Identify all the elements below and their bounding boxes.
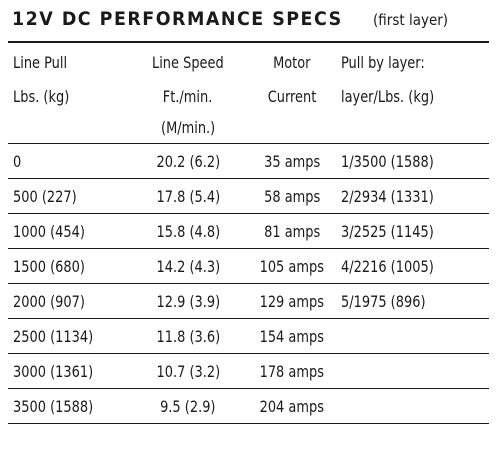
cell-line-speed: 17.8 (5.4)	[128, 178, 248, 214]
header-motor-1: Motor	[273, 52, 311, 72]
table-row: 1000 (454) 15.8 (4.8) 81 amps 3/2525 (11…	[8, 213, 489, 249]
spec-title-main: 12V DC PERFORMANCE SPECS	[12, 8, 343, 30]
header-motor-3	[248, 111, 336, 144]
cell-pull-by-layer	[336, 318, 489, 354]
header-line-speed-1: Line Speed	[152, 52, 224, 72]
header-motor-2: Current	[267, 86, 317, 106]
cell-pull-by-layer: 5/1975 (896)	[336, 283, 489, 319]
cell-motor-current: 204 amps	[248, 388, 336, 424]
spec-title-subtitle: (first layer)	[373, 11, 449, 29]
header-line-speed-3: (M/min.)	[128, 111, 248, 144]
header-line-pull-2: Lbs. (kg)	[13, 86, 70, 106]
title-divider	[8, 41, 489, 43]
table-row: 3000 (1361) 10.7 (3.2) 178 amps	[8, 353, 489, 389]
header-pull-by-layer-3	[336, 111, 489, 144]
cell-pull-by-layer: 4/2216 (1005)	[336, 248, 489, 284]
header-pull-by-layer-1: Pull by layer:	[341, 52, 425, 72]
cell-line-pull: 500 (227)	[8, 178, 128, 214]
cell-motor-current: 178 amps	[248, 353, 336, 389]
table-row: 1500 (680) 14.2 (4.3) 105 amps 4/2216 (1…	[8, 248, 489, 284]
cell-motor-current: 105 amps	[248, 248, 336, 284]
cell-line-pull: 1500 (680)	[8, 248, 128, 284]
cell-line-speed: 9.5 (2.9)	[128, 388, 248, 424]
cell-pull-by-layer: 1/3500 (1588)	[336, 143, 489, 179]
table-row: 2500 (1134) 11.8 (3.6) 154 amps	[8, 318, 489, 354]
header-line-speed-2: Ft./min.	[163, 86, 213, 106]
header-line-pull-1: Line Pull	[13, 52, 68, 72]
cell-line-pull: 2500 (1134)	[8, 318, 128, 354]
cell-line-speed: 10.7 (3.2)	[128, 353, 248, 389]
spec-title: 12V DC PERFORMANCE SPECS (first layer)	[12, 8, 457, 38]
cell-line-speed: 20.2 (6.2)	[128, 143, 248, 179]
table-header: Line Pull Line Speed Motor Pull by layer…	[8, 43, 489, 144]
performance-specs-table: Line Pull Line Speed Motor Pull by layer…	[8, 43, 489, 424]
table-row: 500 (227) 17.8 (5.4) 58 amps 2/2934 (133…	[8, 178, 489, 214]
cell-motor-current: 129 amps	[248, 283, 336, 319]
cell-motor-current: 35 amps	[248, 143, 336, 179]
cell-pull-by-layer: 3/2525 (1145)	[336, 213, 489, 249]
cell-line-speed: 12.9 (3.9)	[128, 283, 248, 319]
table-body: 0 20.2 (6.2) 35 amps 1/3500 (1588) 500 (…	[8, 143, 489, 424]
cell-line-speed: 11.8 (3.6)	[128, 318, 248, 354]
cell-line-pull: 3500 (1588)	[8, 388, 128, 424]
cell-motor-current: 58 amps	[248, 178, 336, 214]
cell-line-pull: 3000 (1361)	[8, 353, 128, 389]
cell-motor-current: 154 amps	[248, 318, 336, 354]
header-row-2: Lbs. (kg) Ft./min. Current layer/Lbs. (k…	[8, 81, 489, 111]
table-row: 0 20.2 (6.2) 35 amps 1/3500 (1588)	[8, 143, 489, 179]
cell-line-pull: 0	[8, 143, 128, 179]
table-row: 2000 (907) 12.9 (3.9) 129 amps 5/1975 (8…	[8, 283, 489, 319]
cell-line-speed: 14.2 (4.3)	[128, 248, 248, 284]
cell-pull-by-layer: 2/2934 (1331)	[336, 178, 489, 214]
cell-pull-by-layer	[336, 353, 489, 389]
header-row-3: (M/min.)	[8, 111, 489, 144]
table-row: 3500 (1588) 9.5 (2.9) 204 amps	[8, 388, 489, 424]
header-row-1: Line Pull Line Speed Motor Pull by layer…	[8, 43, 489, 81]
header-pull-by-layer-2: layer/Lbs. (kg)	[341, 86, 435, 106]
cell-line-speed: 15.8 (4.8)	[128, 213, 248, 249]
cell-pull-by-layer	[336, 388, 489, 424]
cell-line-pull: 2000 (907)	[8, 283, 128, 319]
header-line-pull-3	[8, 111, 128, 144]
cell-motor-current: 81 amps	[248, 213, 336, 249]
cell-line-pull: 1000 (454)	[8, 213, 128, 249]
